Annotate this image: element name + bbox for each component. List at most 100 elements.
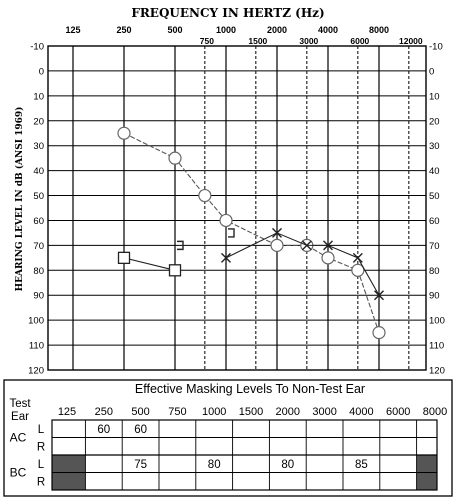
y-tick-label-left: 110 [29, 341, 44, 352]
masking-row-ear: L [38, 459, 45, 471]
x-tick-label-minor: 6000 [350, 36, 369, 46]
y-tick-label-right: -10 [429, 42, 443, 53]
y-tick-label-left: 70 [33, 241, 44, 252]
data-point-x [272, 227, 282, 238]
data-point-circle [198, 188, 212, 203]
y-tick-label-right: 60 [429, 216, 440, 227]
masking-row-ear: R [37, 441, 45, 453]
masking-frequency-header: 2000 [276, 406, 300, 418]
masking-frequency-header: 750 [168, 406, 186, 418]
data-point-circle [117, 126, 131, 140]
y-tick-label-right: 90 [429, 291, 440, 302]
plot-grid [47, 45, 427, 371]
data-point-circle [351, 263, 365, 277]
data-point-bracket [177, 240, 184, 251]
x-tick-label-minor: 1500 [248, 36, 267, 46]
tick-labels: -10 -10 0 0 10 10 20 20 30 30 40 40 50 50 60 60 70 70 80 80… [28, 25, 445, 377]
data-point-bracket [228, 228, 235, 238]
x-tick-label-minor: 12000 [399, 36, 423, 46]
y-tick-label-right: 120 [429, 366, 445, 377]
masking-frequency-header: 250 [95, 406, 113, 418]
data-point-circle [219, 213, 233, 228]
y-tick-label-right: 110 [429, 341, 444, 352]
y-tick-label-left: 0 [39, 66, 44, 77]
masking-row-ear: L [38, 424, 45, 436]
y-tick-label-left: 80 [33, 266, 44, 277]
y-tick-label-left: 60 [33, 216, 44, 227]
y-tick-label-left: 50 [33, 191, 44, 202]
masking-value: 85 [355, 459, 368, 471]
plot-frame [47, 45, 427, 371]
masking-frequency-header: 4000 [349, 406, 373, 418]
test-ear-label: Ear [11, 411, 29, 423]
masking-value: 80 [281, 459, 294, 471]
masking-shaded-cell [416, 472, 437, 490]
y-tick-label-right: 10 [429, 91, 440, 102]
masking-table-title: Effective Masking Levels To Non-Test Ear [135, 382, 365, 396]
masking-value: 60 [134, 424, 147, 436]
chart-title: FREQUENCY IN HERTZ (Hz) [131, 6, 324, 20]
masking-row-ear: R [37, 476, 45, 488]
masking-value: 75 [134, 459, 147, 471]
y-tick-label-left: 100 [28, 316, 44, 327]
masking-frequency-header: 1500 [239, 406, 263, 418]
data-point-x [221, 252, 231, 263]
y-tick-label-right: 0 [429, 66, 434, 77]
x-tick-label-major: 500 [167, 25, 182, 35]
data-series [117, 126, 386, 340]
masking-frequency-header: 3000 [312, 406, 336, 418]
masking-frequency-header: 8000 [423, 406, 447, 418]
y-tick-label-left: -10 [30, 42, 44, 53]
x-tick-label-major: 250 [116, 25, 131, 35]
y-tick-label-left: 40 [33, 166, 44, 177]
data-point-circle [270, 238, 284, 252]
series-line-circle [123, 132, 380, 333]
y-tick-label-right: 100 [429, 316, 445, 327]
x-tick-label-major: 4000 [318, 25, 338, 35]
y-tick-label-left: 20 [33, 116, 44, 127]
data-point-circle [372, 326, 386, 340]
data-point-x [374, 290, 384, 301]
data-point-square [168, 264, 182, 277]
y-tick-label-right: 30 [429, 141, 440, 152]
data-point-x [352, 252, 363, 263]
masking-shaded-cell [416, 455, 437, 473]
x-tick-label-minor: 3000 [299, 36, 318, 46]
masking-row-group: BC [10, 466, 27, 480]
y-tick-label-right: 80 [429, 266, 440, 277]
x-tick-label-major: 125 [65, 25, 80, 35]
test-ear-label: Test [9, 398, 31, 410]
masking-frequency-header: 500 [131, 406, 149, 418]
series-line-square [123, 257, 176, 271]
masking-panel-frame [3, 379, 453, 497]
data-point-circle [168, 151, 182, 165]
x-tick-label-minor: 750 [200, 36, 214, 46]
series-line-x [225, 232, 380, 296]
masking-value: 80 [208, 459, 221, 471]
masking-shaded-cell [52, 472, 86, 490]
y-tick-label-left: 120 [28, 366, 44, 377]
x-tick-label-major: 2000 [267, 25, 287, 35]
x-tick-label-major: 8000 [369, 25, 389, 35]
masking-shaded-cell [52, 455, 86, 473]
data-point-x [301, 240, 312, 251]
masking-row-group: AC [10, 431, 27, 445]
y-tick-label-right: 20 [429, 116, 440, 127]
masking-value: 60 [97, 424, 110, 436]
y-axis-label: HEARING LEVEL IN dB (ANSI 1969) [14, 107, 25, 292]
y-tick-label-left: 10 [33, 91, 44, 102]
masking-frequency-header: 125 [58, 406, 76, 418]
data-point-square [117, 251, 131, 264]
y-tick-label-right: 50 [429, 191, 440, 202]
data-point-circle [321, 251, 335, 265]
y-tick-label-right: 40 [429, 166, 440, 177]
masking-frequency-header: 6000 [386, 406, 410, 418]
masking-frequency-header: 1000 [202, 406, 226, 418]
y-tick-label-right: 70 [429, 241, 440, 252]
data-point-x [323, 240, 333, 251]
y-tick-label-left: 90 [33, 291, 44, 302]
x-tick-label-major: 1000 [216, 25, 236, 35]
y-tick-label-left: 30 [33, 141, 44, 152]
